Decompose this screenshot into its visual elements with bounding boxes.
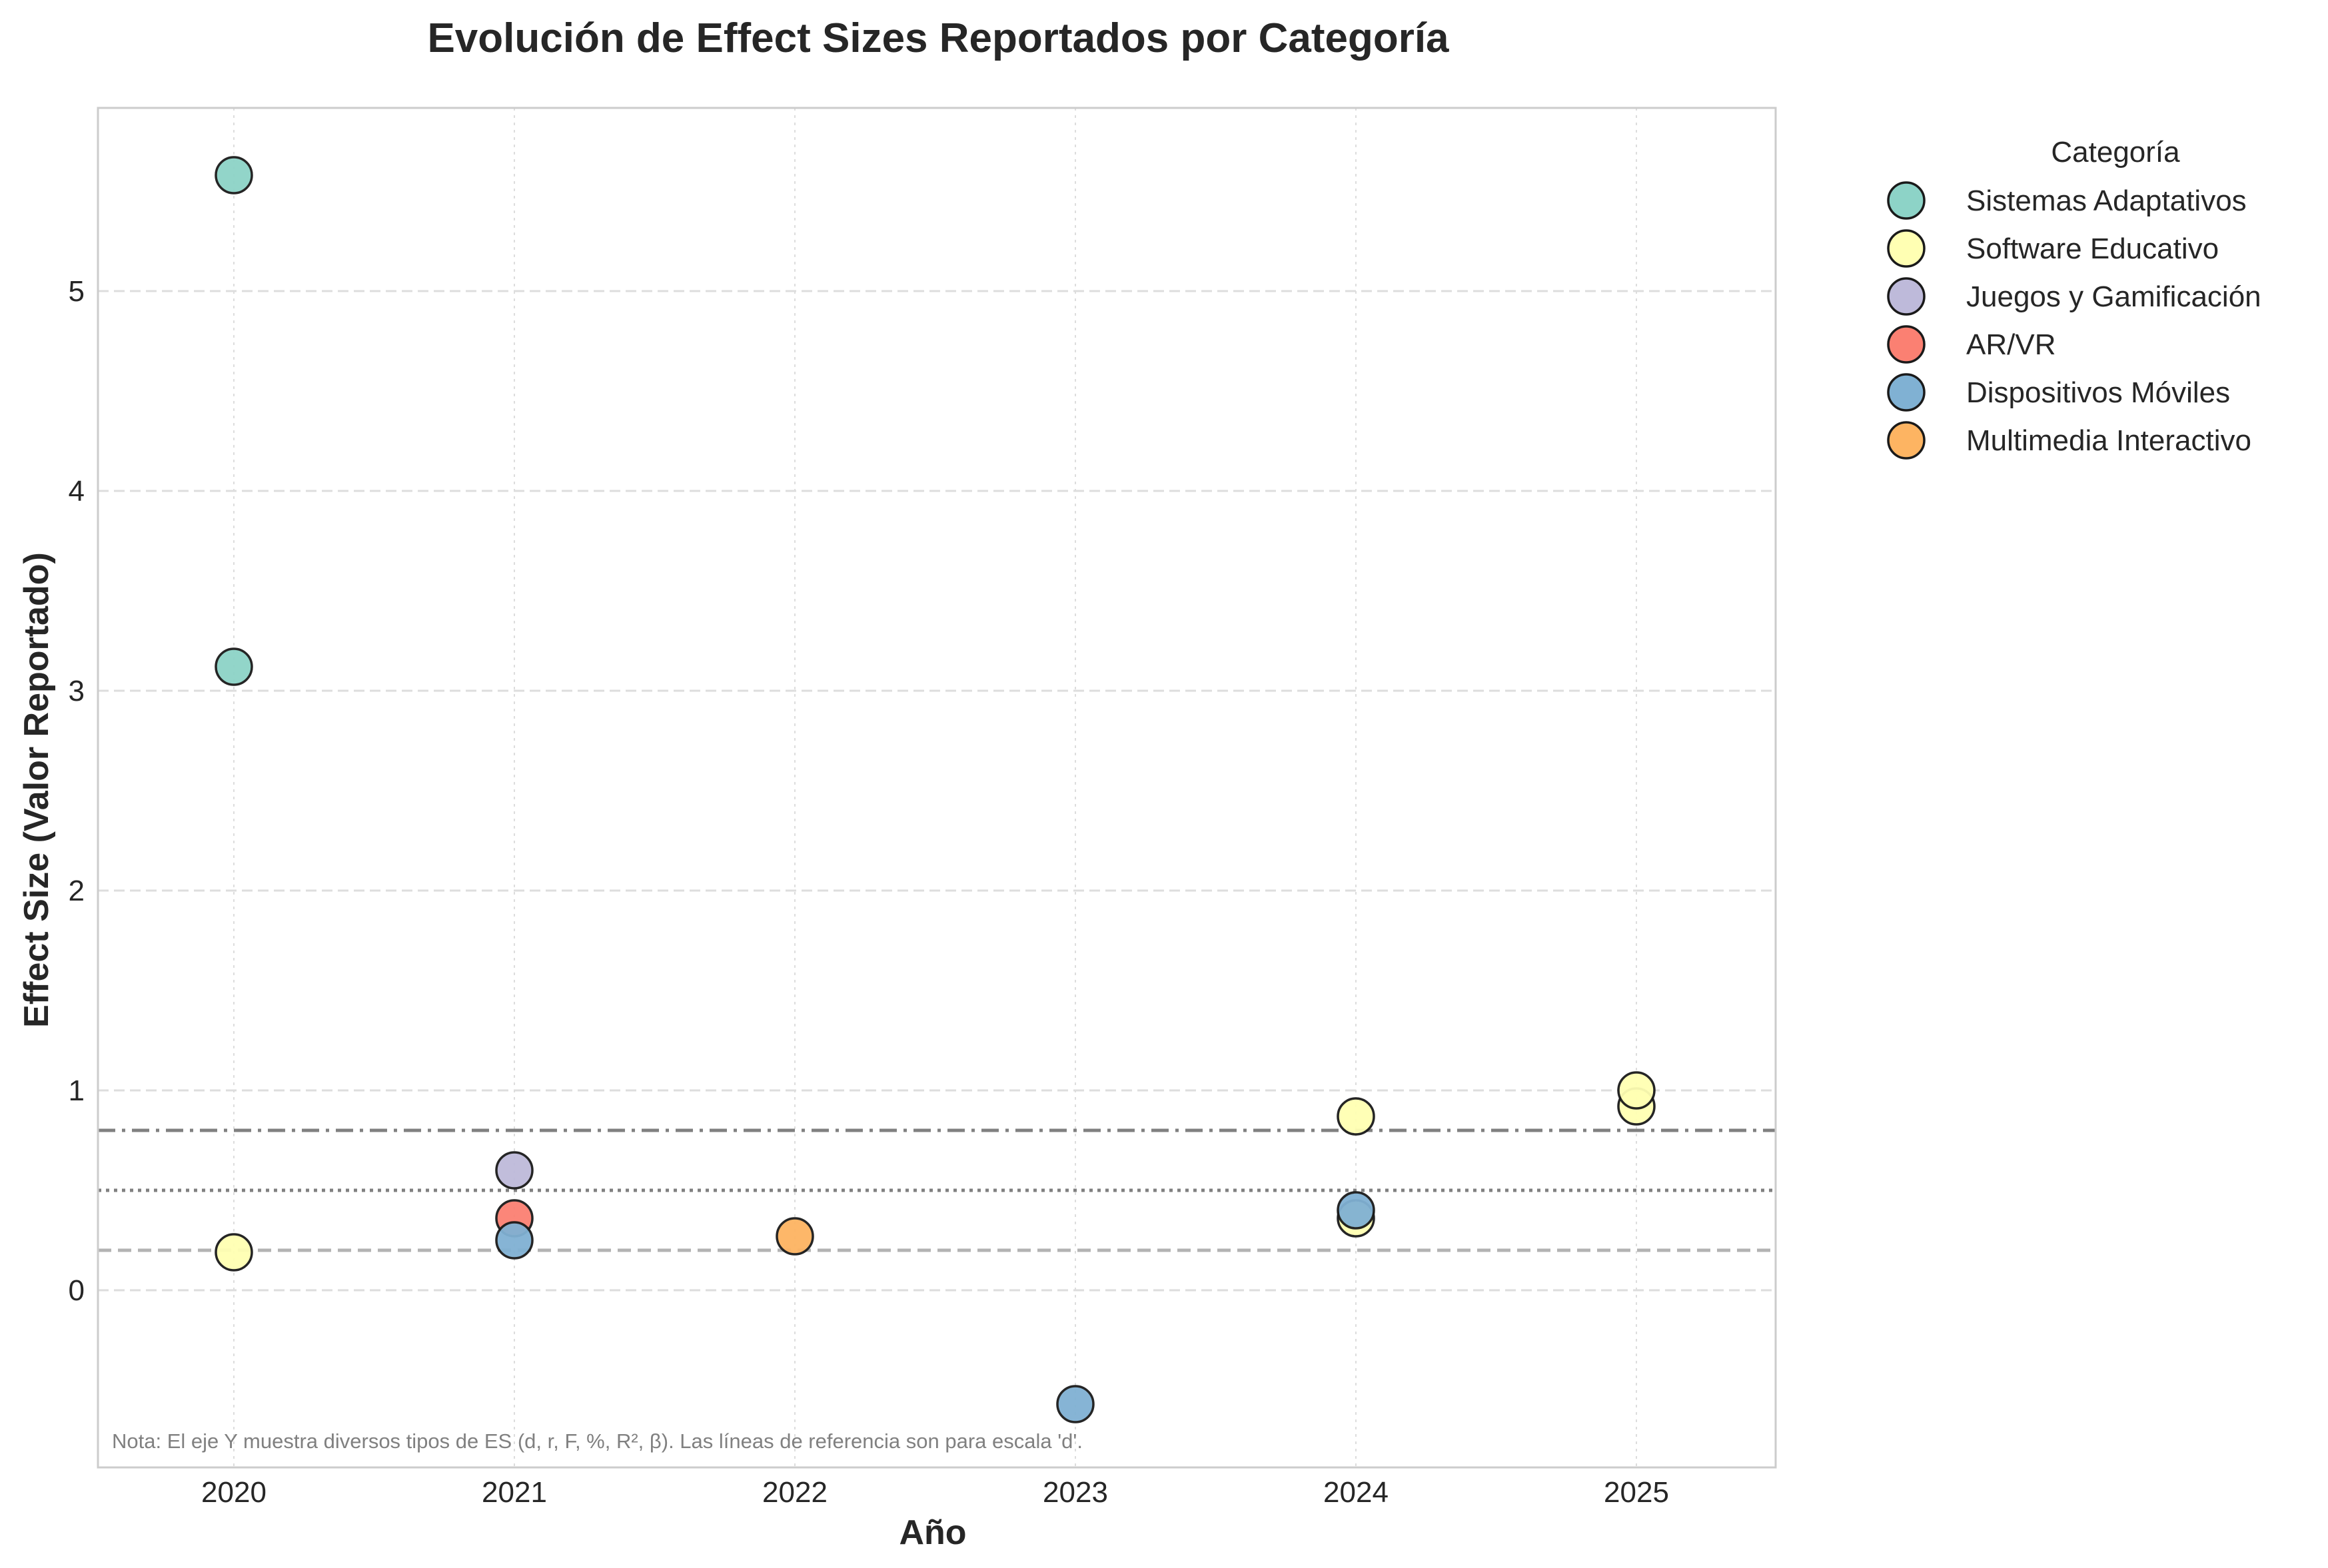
x-axis-label: Año <box>899 1513 966 1552</box>
legend-label: Software Educativo <box>1966 232 2219 265</box>
data-point <box>1337 1191 1375 1230</box>
data-point <box>776 1217 814 1256</box>
data-point <box>215 1233 253 1272</box>
data-point <box>495 1151 534 1190</box>
legend-marker <box>1887 277 1926 316</box>
legend-label: AR/VR <box>1966 328 2055 361</box>
data-point <box>495 1221 534 1260</box>
legend-marker <box>1887 421 1926 460</box>
y-tick-label: 0 <box>69 1274 85 1307</box>
plot-frame <box>97 107 1777 1469</box>
data-point <box>1617 1071 1656 1110</box>
legend-label: Dispositivos Móviles <box>1966 376 2230 409</box>
legend-marker <box>1887 373 1926 412</box>
note-annotation: Nota: El eje Y muestra diversos tipos de… <box>112 1429 1083 1453</box>
x-tick-label: 2021 <box>482 1476 547 1509</box>
legend-marker <box>1887 229 1926 268</box>
reference-lines <box>98 1128 1776 1252</box>
legend-label: Sistemas Adaptativos <box>1966 185 2247 217</box>
grid-layer <box>98 108 1776 1467</box>
y-tick-label: 4 <box>69 475 85 508</box>
legend-marker <box>1887 181 1926 220</box>
y-tick-label: 3 <box>69 675 85 707</box>
legend: Categoría Sistemas Adaptativos Software E… <box>1887 136 2261 460</box>
data-point <box>215 647 253 686</box>
legend-label: Juegos y Gamificación <box>1966 280 2261 313</box>
data-point <box>215 156 253 195</box>
y-tick-label: 5 <box>69 275 85 308</box>
chart-title: Evolución de Effect Sizes Reportados por… <box>427 15 1449 61</box>
x-tick-label: 2023 <box>1043 1476 1108 1509</box>
y-axis-label: Effect Size (Valor Reportado) <box>17 552 56 1028</box>
y-tick-label: 2 <box>69 875 85 907</box>
x-tick-label: 2022 <box>762 1476 828 1509</box>
axis-ticks: 2020 2021 2022 2023 2024 2025 0 1 2 3 4 5 <box>69 275 1669 1509</box>
legend-title: Categoría <box>2051 136 2180 169</box>
legend-label: Multimedia Interactivo <box>1966 424 2251 457</box>
legend-marker <box>1887 325 1926 364</box>
y-tick-label: 1 <box>69 1074 85 1107</box>
x-tick-label: 2020 <box>201 1476 267 1509</box>
x-tick-label: 2024 <box>1323 1476 1389 1509</box>
data-point <box>1337 1097 1375 1136</box>
x-tick-label: 2025 <box>1604 1476 1669 1509</box>
data-points <box>215 156 1656 1423</box>
data-point <box>1056 1385 1095 1423</box>
